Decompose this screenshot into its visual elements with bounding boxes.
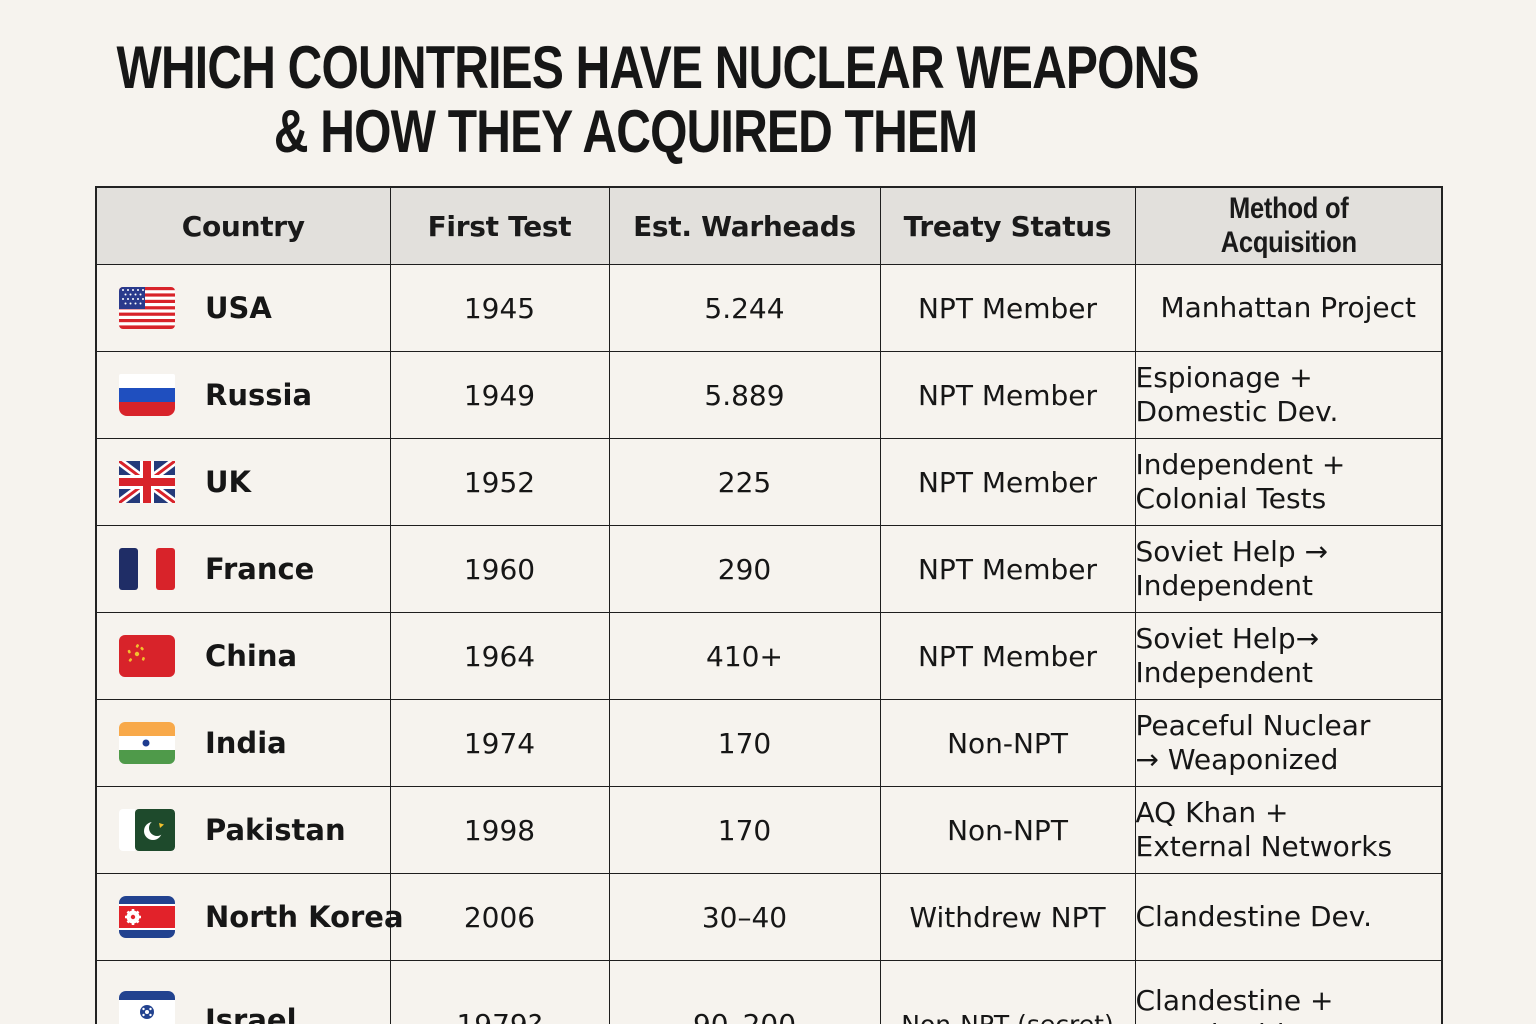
title-line-2: & HOW THEY ACQUIRED THEM bbox=[273, 98, 978, 165]
table-row: France 1960 290 NPT Member Soviet Help →… bbox=[95, 525, 1443, 613]
acquisition-method: AQ Khan + External Networks bbox=[1134, 786, 1443, 874]
table-row: India 1974 170 Non-NPT Peaceful Nuclear … bbox=[95, 699, 1443, 787]
header-treaty-status: Treaty Status bbox=[879, 186, 1136, 265]
country-name: France bbox=[205, 552, 315, 586]
nuclear-weapons-table: Country First Test Est. Warheads Treaty … bbox=[95, 186, 1443, 1024]
first-test: 1945 bbox=[389, 264, 610, 352]
treaty-status: Non-NPT bbox=[879, 786, 1136, 874]
title-line-1: WHICH COUNTRIES HAVE NUCLEAR WEAPONS bbox=[116, 34, 1199, 101]
acquisition-method: Independent + Colonial Tests bbox=[1134, 438, 1443, 526]
table-row: North Korea 2006 30–40 Withdrew NPT Clan… bbox=[95, 873, 1443, 961]
acquisition-method: Soviet Help→ Independent bbox=[1134, 612, 1443, 700]
warheads: 5.244 bbox=[608, 264, 881, 352]
first-test: 2006 bbox=[389, 873, 610, 961]
acquisition-method: Peaceful Nuclear → Weaponized bbox=[1134, 699, 1443, 787]
table-row: USA 1945 5.244 NPT Member Manhattan Proj… bbox=[95, 264, 1443, 352]
country-name: USA bbox=[205, 291, 272, 325]
treaty-status: NPT Member bbox=[879, 612, 1136, 700]
acquisition-method: Manhattan Project bbox=[1134, 264, 1443, 352]
country-name: Israel bbox=[205, 1003, 297, 1024]
france-flag-icon bbox=[119, 548, 175, 590]
table-header-row: Country First Test Est. Warheads Treaty … bbox=[95, 186, 1443, 265]
china-flag-icon bbox=[119, 635, 175, 677]
pakistan-flag-icon bbox=[119, 809, 175, 851]
country-name: Pakistan bbox=[205, 813, 346, 847]
page-title: WHICH COUNTRIES HAVE NUCLEAR WEAPONS & H… bbox=[0, 36, 1315, 164]
table-row: Israel 1979? 90–200 Non-NPT (secret) Cla… bbox=[95, 960, 1443, 1024]
first-test: 1998 bbox=[389, 786, 610, 874]
warheads: 5.889 bbox=[608, 351, 881, 439]
warheads: 410+ bbox=[608, 612, 881, 700]
acquisition-method: Clandestine + French Ultim... bbox=[1134, 960, 1443, 1024]
warheads: 30–40 bbox=[608, 873, 881, 961]
country-name: India bbox=[205, 726, 287, 760]
north-korea-flag-icon bbox=[119, 896, 175, 938]
country-name: UK bbox=[205, 465, 252, 499]
first-test: 1949 bbox=[389, 351, 610, 439]
header-first-test: First Test bbox=[389, 186, 610, 265]
first-test: 1960 bbox=[389, 525, 610, 613]
table-row: Russia 1949 5.889 NPT Member Espionage +… bbox=[95, 351, 1443, 439]
treaty-status: Non-NPT (secret) bbox=[879, 960, 1136, 1024]
warheads: 225 bbox=[608, 438, 881, 526]
india-flag-icon bbox=[119, 722, 175, 764]
israel-flag-icon bbox=[119, 991, 175, 1024]
treaty-status: NPT Member bbox=[879, 264, 1136, 352]
header-country: Country bbox=[95, 186, 391, 265]
warheads: 290 bbox=[608, 525, 881, 613]
usa-flag-icon bbox=[119, 287, 175, 329]
treaty-status: NPT Member bbox=[879, 525, 1136, 613]
header-warheads: Est. Warheads bbox=[608, 186, 881, 265]
table-row: China 1964 410+ NPT Member Soviet Help→ … bbox=[95, 612, 1443, 700]
uk-flag-icon bbox=[119, 461, 175, 503]
warheads: 170 bbox=[608, 699, 881, 787]
first-test: 1974 bbox=[389, 699, 610, 787]
header-method: Method of Acquisition bbox=[1134, 186, 1443, 265]
first-test: 1964 bbox=[389, 612, 610, 700]
treaty-status: NPT Member bbox=[879, 351, 1136, 439]
table-row: Pakistan 1998 170 Non-NPT AQ Khan + Exte… bbox=[95, 786, 1443, 874]
country-name: China bbox=[205, 639, 298, 673]
first-test: 1952 bbox=[389, 438, 610, 526]
treaty-status: NPT Member bbox=[879, 438, 1136, 526]
treaty-status: Withdrew NPT bbox=[879, 873, 1136, 961]
first-test: 1979? bbox=[389, 960, 610, 1024]
table-row: UK 1952 225 NPT Member Independent + Col… bbox=[95, 438, 1443, 526]
acquisition-method: Soviet Help → Independent bbox=[1134, 525, 1443, 613]
acquisition-method: Espionage + Domestic Dev. bbox=[1134, 351, 1443, 439]
warheads: 170 bbox=[608, 786, 881, 874]
country-name: Russia bbox=[205, 378, 313, 412]
warheads: 90–200 bbox=[608, 960, 881, 1024]
treaty-status: Non-NPT bbox=[879, 699, 1136, 787]
country-name: North Korea bbox=[205, 900, 404, 934]
acquisition-method: Clandestine Dev. bbox=[1134, 873, 1443, 961]
russia-flag-icon bbox=[119, 374, 175, 416]
